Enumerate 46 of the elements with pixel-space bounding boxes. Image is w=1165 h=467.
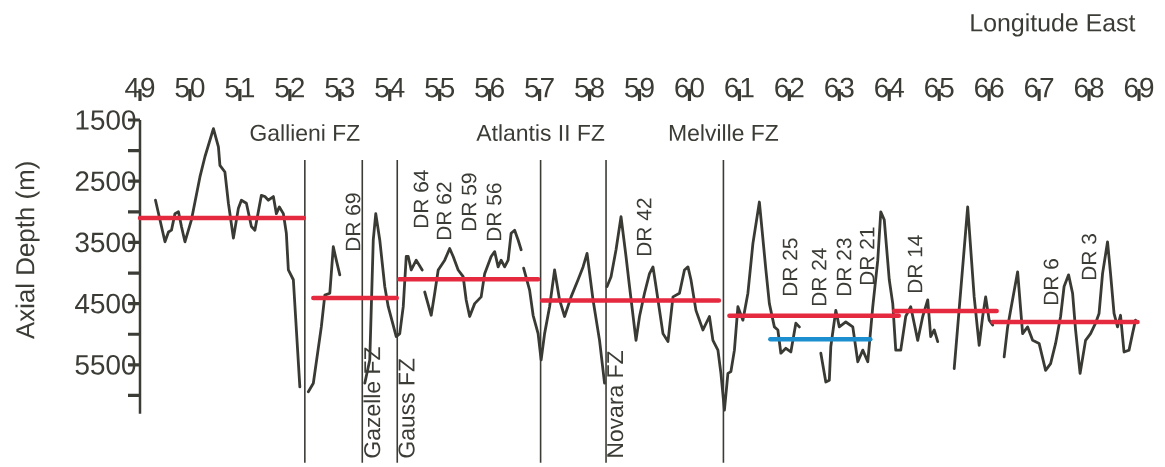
x-tick-label: 51 xyxy=(225,78,255,98)
annotation: DR 3 xyxy=(1081,234,1097,280)
x-tick-label: 49 xyxy=(125,77,155,98)
x-tick-label: 53 xyxy=(325,77,355,98)
ref-line-label: Gauss FZ xyxy=(398,358,415,458)
annotation: DR 64 xyxy=(413,170,429,228)
annotation: DR 21 xyxy=(859,227,875,285)
y-tick-label: 3500 xyxy=(75,232,136,253)
x-tick-label: 54 xyxy=(375,78,405,98)
annotation: DR 25 xyxy=(782,238,798,296)
annotation: DR 23 xyxy=(836,238,852,296)
y-tick-label: 5500 xyxy=(75,354,136,375)
y-axis-title: Axial Depth (m) xyxy=(15,162,40,340)
x-tick-label: 64 xyxy=(875,77,904,98)
annotation: DR 42 xyxy=(636,198,652,256)
x-tick-label: 59 xyxy=(625,77,654,98)
y-tick-label: 4500 xyxy=(75,293,136,314)
x-tick-label: 67 xyxy=(1025,77,1054,98)
x-tick-label: 55 xyxy=(425,78,455,98)
x-axis-title: Longitude East xyxy=(971,13,1136,37)
x-tick-label: 58 xyxy=(575,77,604,98)
annotation: DR 56 xyxy=(486,183,502,241)
x-tick-label: 57 xyxy=(525,78,554,98)
annotation: DR 14 xyxy=(907,235,923,293)
x-tick-label: 50 xyxy=(175,77,205,98)
annotation: DR 59 xyxy=(461,173,477,231)
x-tick-label: 61 xyxy=(725,77,754,98)
x-tick-label: 52 xyxy=(275,77,304,98)
y-tick-label: 2500 xyxy=(75,171,136,192)
x-tick-label: 63 xyxy=(825,77,854,98)
ref-line-label: Novara FZ xyxy=(607,351,624,457)
ref-line-label: Gallieni FZ xyxy=(250,124,360,142)
ref-line-label: Melville FZ xyxy=(669,124,779,142)
x-tick-label: 65 xyxy=(925,77,954,98)
x-tick-label: 56 xyxy=(475,77,504,98)
annotation: DR 62 xyxy=(436,182,452,240)
x-tick-label: 69 xyxy=(1124,77,1154,98)
annotation: DR 24 xyxy=(811,248,827,306)
x-tick-label: 68 xyxy=(1074,77,1104,98)
x-tick-label: 66 xyxy=(975,77,1004,98)
ref-line-label: Atlantis II FZ xyxy=(476,124,605,142)
annotation: DR 6 xyxy=(1043,259,1059,305)
annotation: DR 69 xyxy=(345,193,361,251)
x-tick-label: 62 xyxy=(775,77,804,98)
y-tick-label: 1500 xyxy=(76,110,136,130)
x-tick-label: 60 xyxy=(675,77,704,98)
